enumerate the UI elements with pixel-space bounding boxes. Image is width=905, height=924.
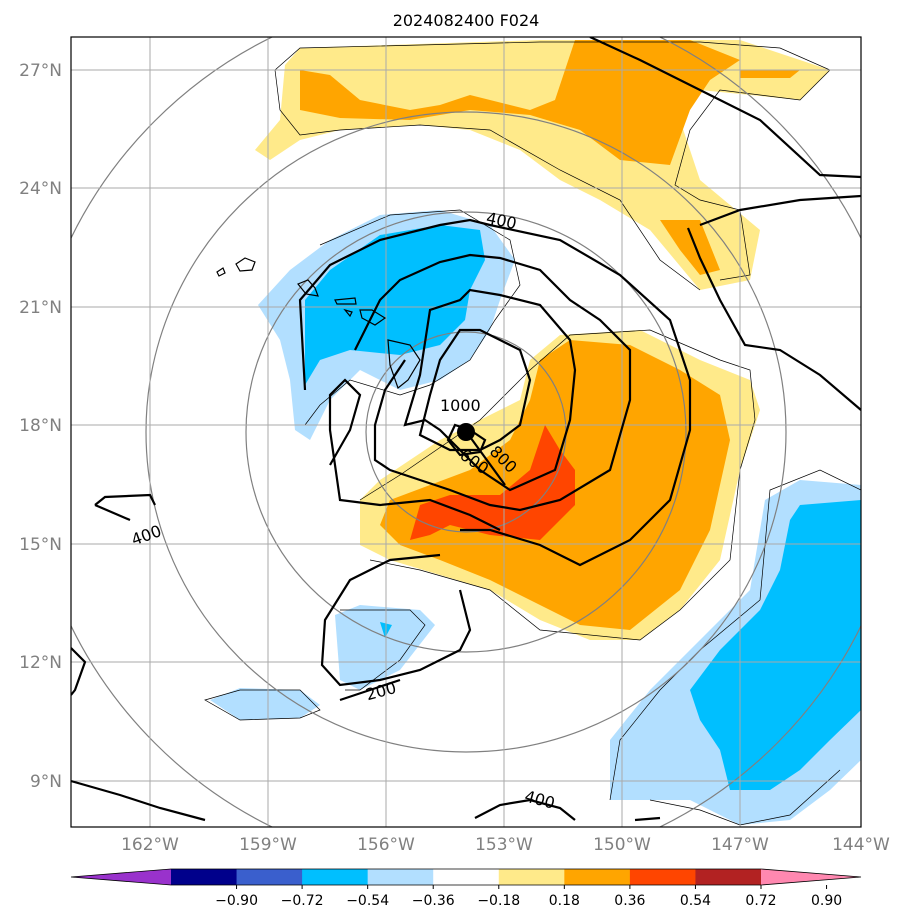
x-tick-label: 162°W (121, 835, 179, 855)
x-tick-label: 144°W (832, 835, 890, 855)
shading-blue (305, 225, 861, 790)
colorbar-extend-min (71, 869, 171, 885)
y-tick-label: 24°N (19, 179, 62, 199)
colorbar-extend-max (761, 869, 861, 885)
colorbar-tick-label: 0.90 (811, 893, 842, 909)
y-tick-label: 27°N (19, 61, 62, 81)
map-title: 2024082400 F024 (393, 11, 540, 30)
x-tick-label: 153°W (475, 835, 533, 855)
x-tick-label: 147°W (711, 835, 769, 855)
y-tick-label: 15°N (19, 535, 62, 555)
island-coastlines (216, 257, 421, 389)
y-tick-label: 21°N (19, 298, 62, 318)
colorbar-swatch (498, 869, 565, 885)
x-tick-label: 159°W (239, 835, 297, 855)
colorbar-swatch (236, 869, 303, 885)
y-tick-label: 12°N (19, 653, 62, 673)
thick-contours (71, 37, 861, 822)
colorbar-swatch (629, 869, 696, 885)
colorbar-tick-label: −0.90 (215, 893, 258, 909)
colorbar-swatch (171, 869, 238, 885)
colorbar-swatch (433, 869, 500, 885)
colorbar-tick-label: 0.36 (614, 893, 645, 909)
colorbar-tick-label: 0.72 (745, 893, 776, 909)
colorbar-swatch (564, 869, 631, 885)
colorbar-tick-label: −0.36 (412, 893, 455, 909)
shading-red-orange (410, 425, 575, 540)
contour-label: 1000 (440, 396, 481, 415)
x-axis-ticks: 162°W 159°W 156°W 153°W 150°W 147°W 144°… (121, 835, 890, 855)
colorbar-tick-label: −0.18 (477, 893, 520, 909)
thin-contours (204, 41, 861, 826)
colorbar-swatch (367, 869, 434, 885)
x-tick-label: 156°W (357, 835, 415, 855)
colorbar-tick-label: 0.54 (680, 893, 711, 909)
y-tick-label: 18°N (19, 416, 62, 436)
colorbar-swatch (695, 869, 762, 885)
colorbar-swatch (302, 869, 369, 885)
colorbar-outline (70, 868, 862, 886)
y-tick-label: 9°N (30, 772, 62, 792)
colorbar-tick-label: −0.72 (281, 893, 324, 909)
map-area (71, 37, 861, 827)
grid-lines (71, 37, 861, 827)
colorbar-tick-label: −0.54 (346, 893, 389, 909)
colorbar: −0.90 −0.72 −0.54 −0.36 −0.18 0.18 0.36 0.54 0.7… (70, 868, 862, 909)
map-frame (70, 36, 862, 828)
x-tick-label: 150°W (593, 835, 651, 855)
storm-center-marker (457, 423, 475, 441)
colorbar-tick-label: 0.18 (549, 893, 580, 909)
y-axis-ticks: 27°N 24°N 21°N 18°N 15°N 12°N 9°N (19, 61, 62, 792)
